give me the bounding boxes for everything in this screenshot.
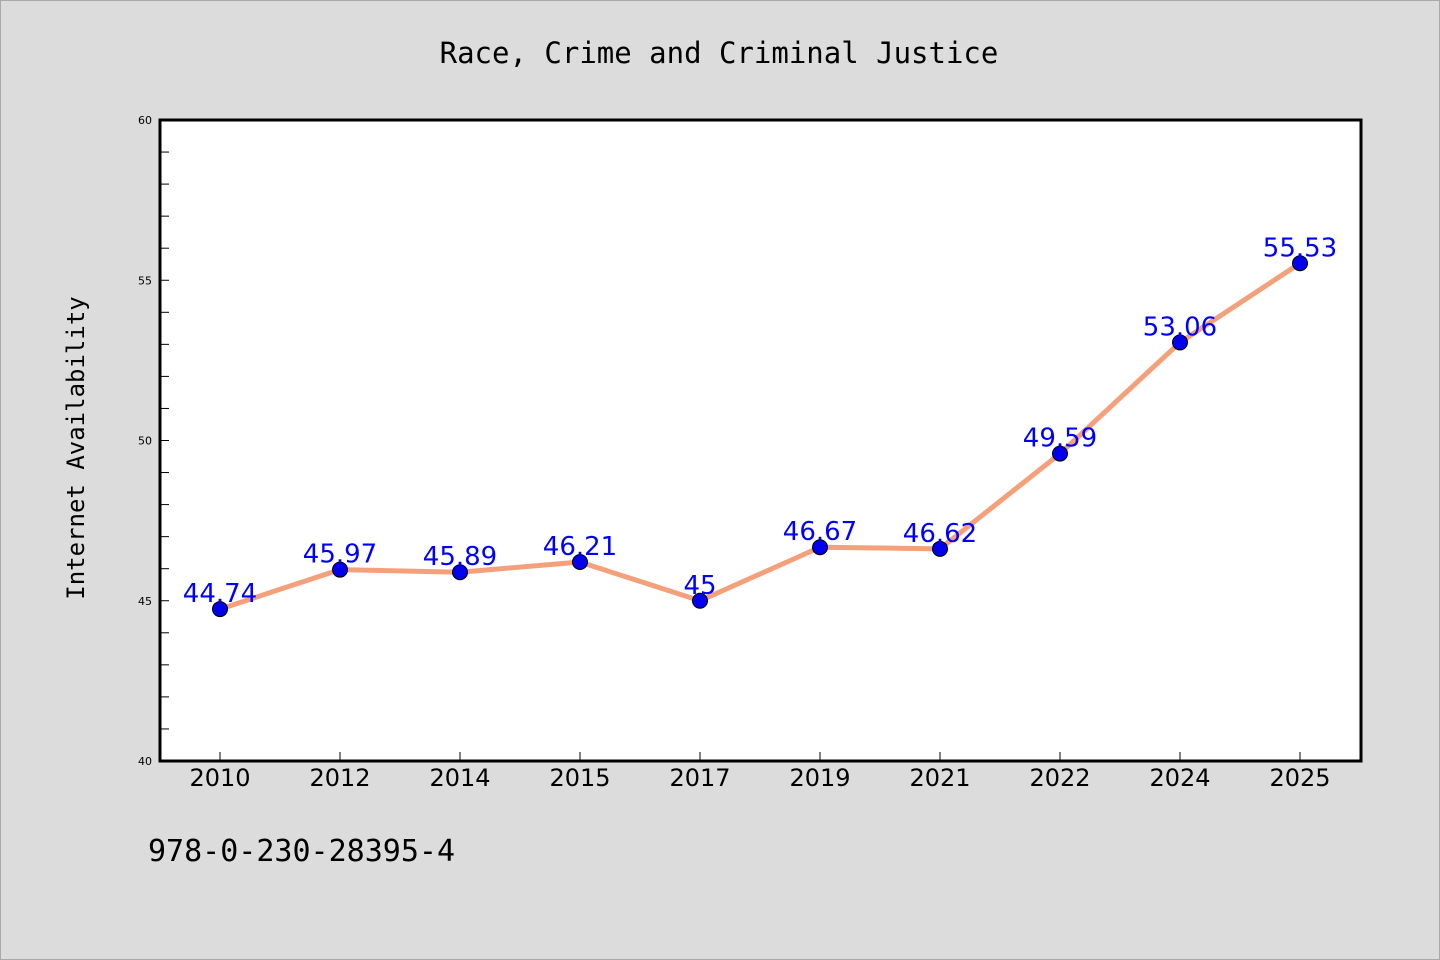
data-label: 44.74: [183, 579, 257, 609]
x-tick-label: 2014: [429, 764, 490, 792]
x-tick-label: 2015: [549, 764, 610, 792]
data-point: [1172, 334, 1188, 351]
y-tick-label: 50: [138, 435, 152, 448]
x-tick-label: 2017: [669, 764, 730, 792]
x-tick-labels: 2010 2012 2014 2015 2017 2019 2021 2022 2024 2025: [189, 764, 1330, 792]
x-tick-label: 2025: [1269, 764, 1330, 792]
data-point: [932, 540, 948, 557]
data-point: [1292, 255, 1308, 272]
x-tick-label: 2010: [189, 764, 250, 792]
plot-area: [158, 118, 1363, 763]
data-label: 55.53: [1263, 233, 1337, 263]
data-point: [1052, 445, 1068, 462]
data-point: [692, 592, 708, 609]
data-label: 45.89: [423, 542, 497, 572]
x-tick-label: 2021: [909, 764, 970, 792]
x-tick-label: 2022: [1029, 764, 1090, 792]
y-tick-label: 40: [138, 755, 152, 768]
series-line: [219, 261, 1302, 612]
x-tick-label: 2019: [789, 764, 850, 792]
x-tick-label: 2024: [1149, 764, 1210, 792]
data-label: 49.59: [1023, 424, 1097, 454]
y-axis-label: Internet Availability: [62, 296, 90, 599]
data-point: [332, 561, 348, 578]
data-point: [812, 539, 828, 556]
y-minor-ticks: [160, 119, 169, 762]
y-tick-labels: 40 45 50 55 60: [138, 114, 152, 768]
isbn-label: 978-0-230-28395-4: [148, 834, 456, 869]
data-label: 46.67: [783, 517, 857, 547]
data-point: [572, 553, 588, 570]
data-point: [212, 601, 228, 618]
x-tick-label: 2012: [309, 764, 370, 792]
data-labels: 44.74 45.97 45.89 46.21 45 46.67 46.62 49.59 53.…: [183, 233, 1337, 609]
data-label: 46.62: [903, 519, 977, 549]
chart-title: Race, Crime and Criminal Justice: [440, 36, 999, 70]
data-label: 45.97: [303, 540, 377, 570]
data-label: 45: [683, 571, 716, 601]
y-tick-label: 55: [138, 274, 152, 287]
data-point: [452, 564, 468, 581]
y-tick-label: 60: [138, 114, 152, 127]
y-tick-label: 45: [138, 595, 152, 608]
data-label: 53.06: [1143, 312, 1217, 342]
x-ticks: [219, 752, 1301, 761]
data-markers: [212, 255, 1308, 618]
data-label: 46.21: [543, 532, 617, 562]
